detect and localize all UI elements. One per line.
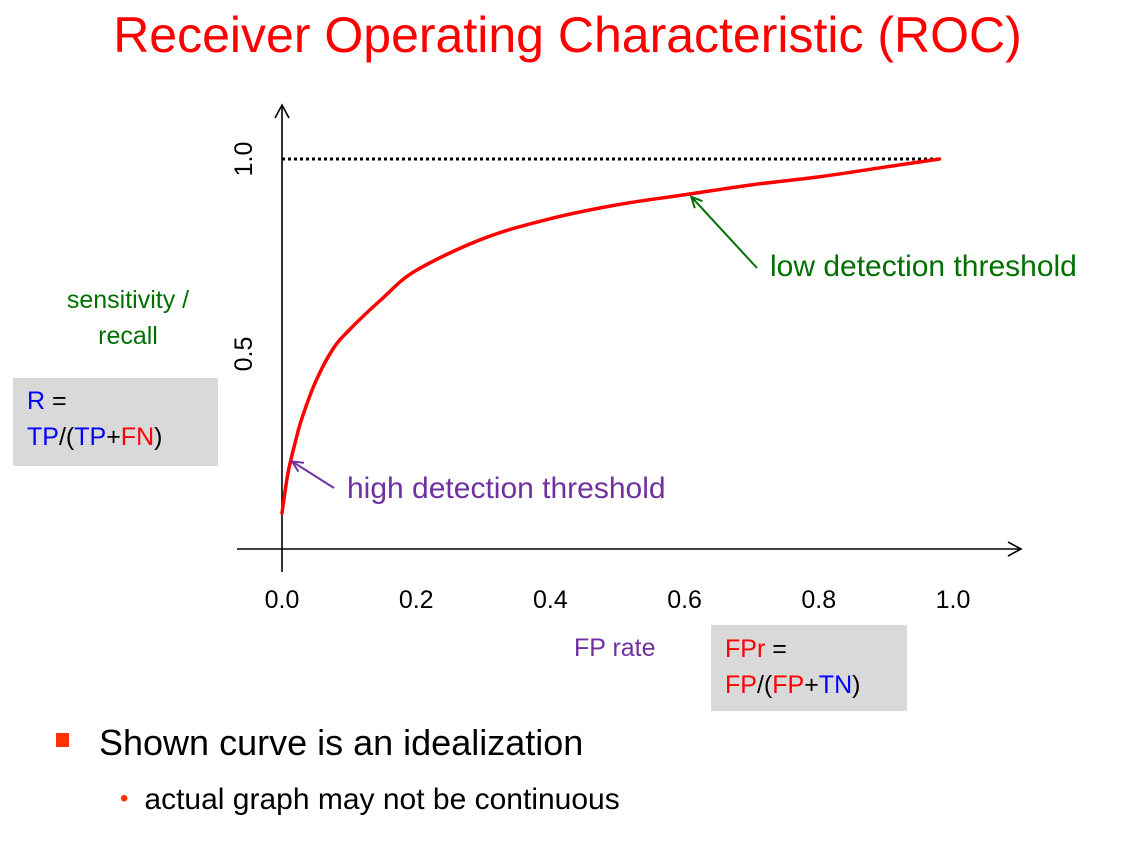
low-threshold-arrow [690,196,758,269]
chart-axes [237,103,1023,572]
chart-marks [280,157,942,515]
high-threshold-arrow-head [290,460,305,473]
fpr-formula-segment: ) [852,671,861,699]
x-tick-label: 0.2 [399,586,434,614]
bullet-main-text: Shown curve is an idealization [99,722,584,763]
bullet-sub: • actual graph may not be continuous [120,783,620,817]
y-tick-label: 0.5 [230,337,258,372]
x-tick-label: 0.0 [265,586,300,614]
recall-formula-segment: TP [74,423,107,451]
fpr-formula-segment: + [804,671,819,699]
recall-formula-segment: /( [58,423,75,451]
y-axis-label-line1: sensitivity / [66,286,190,314]
high-threshold-annotation: high detection threshold [347,472,666,505]
x-tick-label: 1.0 [936,586,971,614]
recall-formula-line2: TP/(TP+FN) [27,419,218,455]
recall-formula-segment: ) [154,423,163,451]
low-threshold-annotation: low detection threshold [770,250,1077,283]
y-axis-arrow-icon [274,103,290,119]
x-tick-label: 0.4 [533,586,568,614]
square-bullet-icon [56,733,69,747]
y-axis-label-line2: recall [98,322,158,350]
x-tick-label: 0.6 [667,586,702,614]
recall-formula-box: R = TP/(TP+FN) [13,378,218,466]
recall-formula-segment: R [27,387,46,415]
roc-curve-line [280,157,942,515]
dot-bullet-icon: • [120,785,129,812]
fpr-formula-segment: FPr [725,635,766,663]
fpr-formula-segment: FP [725,671,757,699]
slide-title: Receiver Operating Characteristic (ROC) [113,7,1022,63]
recall-formula-segment: FN [120,423,155,451]
x-tick-label: 0.8 [801,586,836,614]
y-axis-label: sensitivity / recall [48,282,208,354]
recall-formula-line1: R = [27,383,218,419]
high-threshold-arrow [291,460,335,489]
x-axis-arrow-icon [1007,541,1023,557]
fpr-formula-segment: /( [756,671,773,699]
fpr-formula-segment: FP [772,671,805,699]
fpr-formula-line1: FPr = [725,631,907,667]
x-axis-label: FP rate [574,634,656,662]
fpr-formula-box: FPr = FP/(FP+TN) [711,625,907,711]
recall-formula-segment: TP [27,423,59,451]
bullet-sub-text: actual graph may not be continuous [144,783,620,816]
bullet-main: Shown curve is an idealization [56,722,583,764]
low-threshold-arrow-head [689,195,703,209]
y-tick-label: 1.0 [230,142,258,177]
recall-formula-segment: + [106,423,121,451]
recall-formula-segment: = [45,387,67,415]
chart-ticks: 0.0 0.2 0.4 0.6 0.8 1.0 0.5 1.0 [230,142,970,614]
fpr-formula-segment: = [765,635,787,663]
fpr-formula-line2: FP/(FP+TN) [725,667,907,703]
fpr-formula-segment: TN [818,671,853,699]
